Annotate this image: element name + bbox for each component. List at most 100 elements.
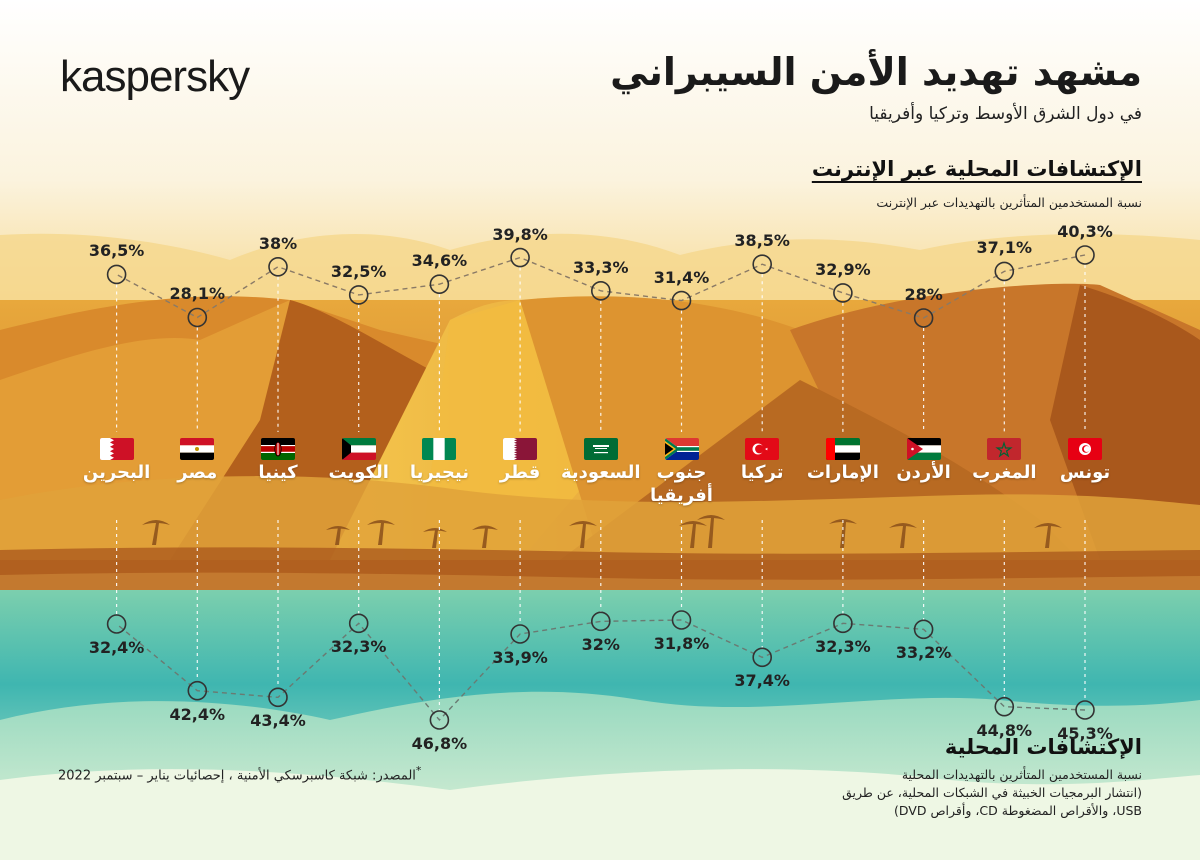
local-series-line [116, 619, 1086, 722]
country-label-line: تونس [1059, 462, 1111, 483]
online-value-label: 32,5% [330, 261, 387, 281]
online-data-point [106, 264, 127, 285]
country-label: نيجيريا [384, 462, 494, 485]
jordan-flag-icon [906, 438, 941, 460]
country-label: الأردن [869, 462, 979, 485]
source-text: المصدر: شبكة كاسبرسكي الأمنية ، إحصائيات… [58, 768, 416, 784]
country-label: الإمارات [788, 462, 898, 485]
local-value-label: 32,3% [815, 637, 871, 657]
country-label-line: مصر [177, 462, 218, 483]
country-label-line: الكويت [328, 462, 389, 483]
local-value-label: 32% [581, 635, 620, 655]
local-value-label: 37,4% [734, 671, 790, 691]
online-data-point [994, 261, 1015, 282]
country-label: الكويت [304, 462, 414, 485]
local-data-point [590, 611, 611, 632]
online-data-point [348, 285, 369, 305]
online-value-label: 28% [904, 285, 943, 304]
bahrain-flag-icon [99, 438, 134, 460]
online-value-label: 28,1% [169, 284, 226, 304]
local-data-point [106, 614, 127, 634]
country-label: تركيا [707, 462, 817, 485]
local-value-label: 42,4% [169, 704, 226, 724]
local-data-point [994, 696, 1015, 717]
online-data-point [833, 283, 853, 303]
country-label: المغرب [949, 462, 1059, 485]
local-data-point [429, 710, 450, 730]
local-data-point [1075, 700, 1095, 720]
online-data-point [429, 274, 450, 294]
local-description-line2: (انتشار البرمجيات الخبيثة في الشبكات الم… [842, 785, 1142, 801]
local-data-point [348, 613, 369, 634]
local-value-label: 44,8% [976, 720, 1033, 740]
country-label-line: البحرين [82, 462, 151, 483]
online-value-label: 38% [258, 233, 298, 253]
local-section-description: نسبة المستخدمين المتأثرين بالتهديدات الم… [782, 766, 1142, 820]
country-label-line: أفريقيا [650, 484, 713, 506]
online-value-label: 32,9% [815, 259, 871, 279]
online-data-point [187, 307, 208, 328]
country-label-line: السعودية [560, 462, 641, 483]
source-asterisk: * [415, 764, 422, 777]
local-value-label: 31,8% [653, 634, 710, 653]
kenya-flag-icon [261, 438, 295, 460]
online-data-point [671, 290, 692, 311]
country-label: السعودية [546, 462, 656, 485]
online-value-label: 40,3% [1057, 222, 1113, 241]
local-data-point [510, 624, 530, 644]
page-subtitle: في دول الشرق الأوسط وتركيا وأفريقيا [869, 104, 1142, 124]
country-label-line: جنوب [656, 462, 707, 483]
morocco-flag-icon [987, 438, 1022, 460]
online-data-point [752, 254, 773, 275]
qatar-flag-icon [503, 438, 538, 460]
saudi-flag-icon [583, 438, 618, 460]
tunisia-flag-icon [1068, 438, 1102, 460]
local-value-label: 32,3% [330, 637, 387, 657]
kaspersky-logo: kaspersky [60, 52, 250, 101]
country-label: جنوب أفريقيا [627, 462, 737, 507]
egypt-flag-icon [180, 438, 215, 460]
south-africa-flag-icon [664, 438, 699, 460]
online-section-title: الإكتشافات المحلية عبر الإنترنت [811, 157, 1142, 181]
page-title: مشهد تهديد الأمن السيبراني [610, 50, 1142, 94]
turkey-flag-icon [745, 438, 780, 460]
country-label: تونس [1030, 462, 1140, 485]
source-note: *المصدر: شبكة كاسبرسكي الأمنية ، إحصائيا… [58, 764, 421, 783]
local-value-label: 32,4% [88, 638, 145, 657]
online-data-point [268, 256, 288, 277]
local-data-point [833, 613, 853, 634]
local-section-title: الإكتشافات المحلية [944, 735, 1142, 759]
local-data-point [268, 687, 288, 708]
local-description-line1: نسبة المستخدمين المتأثرين بالتهديدات الم… [901, 767, 1142, 782]
country-label-line: المغرب [972, 462, 1037, 483]
online-data-point [1075, 245, 1095, 265]
local-value-label: 43,4% [250, 711, 306, 731]
local-data-point [752, 647, 773, 668]
online-value-label: 36,5% [88, 241, 145, 261]
local-value-label: 33,2% [895, 643, 952, 663]
online-value-label: 39,8% [492, 224, 548, 244]
local-value-label: 45,3% [1057, 724, 1113, 743]
local-data-point [671, 610, 692, 630]
country-label-line: كينيا [258, 462, 298, 483]
online-value-label: 31,4% [653, 267, 710, 287]
country-label-line: نيجيريا [409, 462, 469, 483]
online-value-label: 34,6% [411, 251, 468, 271]
local-data-point [187, 680, 208, 701]
country-label: البحرين [62, 462, 172, 485]
country-label: قطر [465, 462, 575, 485]
local-value-label: 33,9% [492, 648, 548, 667]
online-value-label: 37,1% [976, 238, 1033, 258]
country-label: مصر [142, 462, 252, 485]
country-label-line: قطر [499, 462, 541, 483]
nigeria-flag-icon [422, 438, 457, 460]
local-value-label: 46,8% [411, 734, 468, 753]
kuwait-flag-icon [341, 438, 376, 460]
local-data-point [913, 619, 934, 640]
local-description-line3: USB، والأقراص المضغوطة CD، وأقراص DVD) [893, 803, 1142, 819]
online-section-description: نسبة المستخدمين المتأثرين بالتهديدات عبر… [876, 195, 1142, 210]
online-value-label: 33,3% [573, 257, 629, 277]
country-label: كينيا [223, 462, 333, 485]
online-data-point [913, 308, 934, 328]
online-value-label: 38,5% [734, 231, 790, 251]
